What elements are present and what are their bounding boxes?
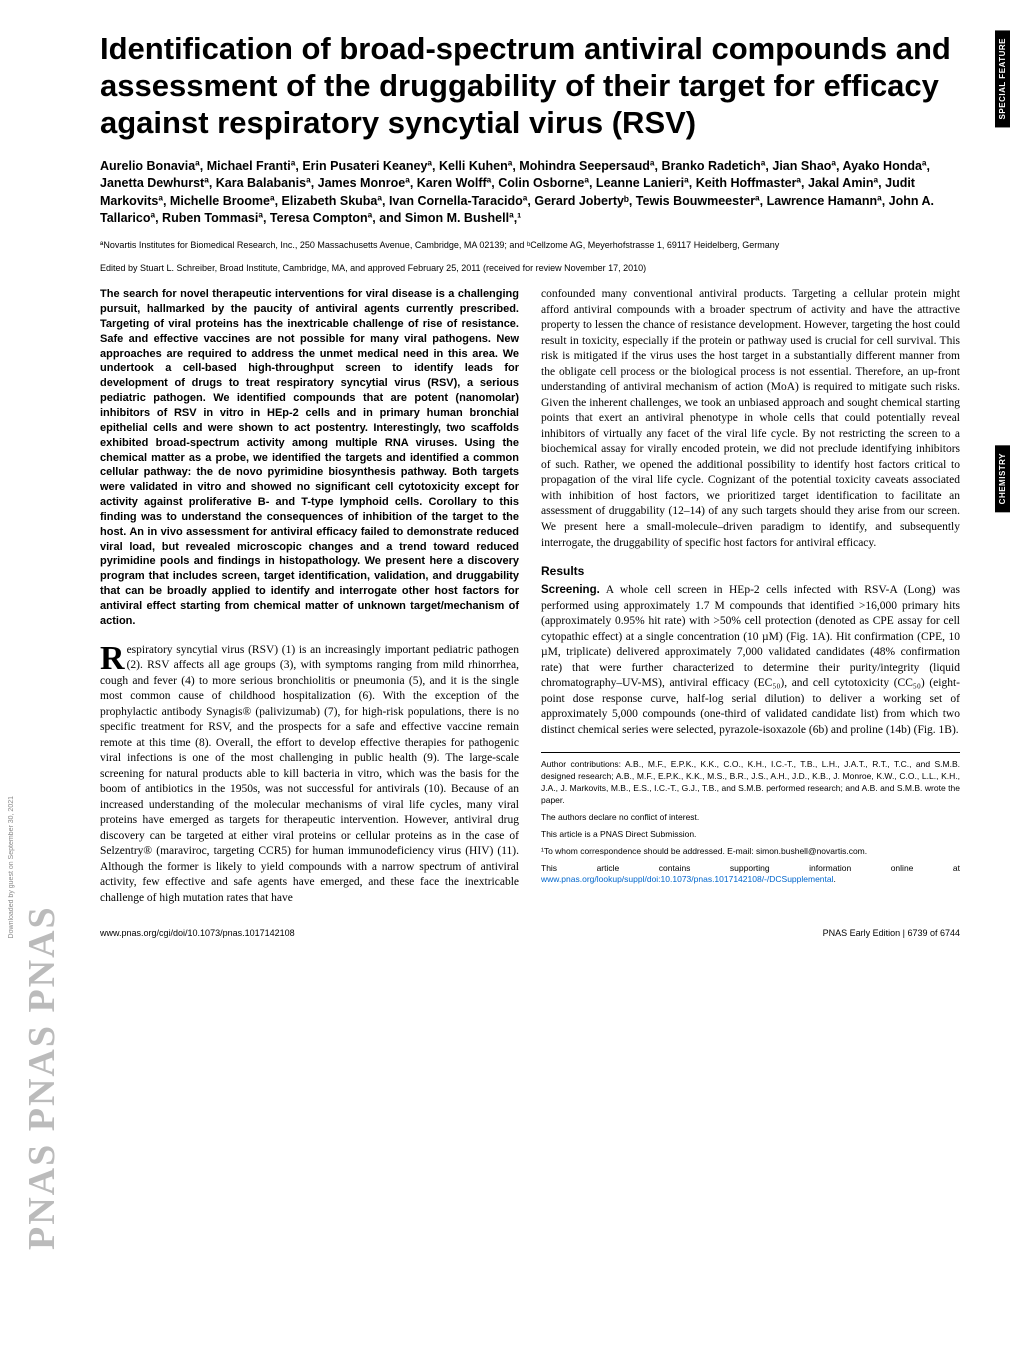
- screening-text: A whole cell screen in HEp-2 cells infec…: [541, 584, 960, 736]
- footnotes: Author contributions: A.B., M.F., E.P.K.…: [541, 752, 960, 886]
- page-footer: www.pnas.org/cgi/doi/10.1073/pnas.101714…: [100, 924, 960, 938]
- screening-paragraph: Screening. A whole cell screen in HEp-2 …: [541, 583, 960, 738]
- body-paragraph-1: Respiratory syncytial virus (RSV) (1) is…: [100, 643, 519, 907]
- screening-runin: Screening.: [541, 584, 600, 596]
- article-title: Identification of broad-spectrum antivir…: [100, 30, 960, 142]
- footnote-supporting: This article contains supporting informa…: [541, 863, 960, 887]
- two-column-layout: The search for novel therapeutic interve…: [100, 287, 960, 906]
- affiliations: ªNovartis Institutes for Biomedical Rese…: [100, 240, 960, 252]
- supporting-link[interactable]: www.pnas.org/lookup/suppl/doi:10.1073/pn…: [541, 874, 834, 884]
- results-heading: Results: [541, 563, 960, 579]
- right-column: confounded many conventional antiviral p…: [541, 287, 960, 906]
- edited-by: Edited by Stuart L. Schreiber, Broad Ins…: [100, 263, 960, 273]
- body-col2-para1: confounded many conventional antiviral p…: [541, 287, 960, 551]
- body-col1-text: espiratory syncytial virus (RSV) (1) is …: [100, 644, 519, 904]
- supporting-prefix: This article contains supporting informa…: [541, 863, 960, 873]
- footnote-conflict: The authors declare no conflict of inter…: [541, 812, 960, 824]
- footnote-submission: This article is a PNAS Direct Submission…: [541, 829, 960, 841]
- dropcap: R: [100, 643, 127, 674]
- abstract: The search for novel therapeutic interve…: [100, 287, 519, 628]
- footer-page-number: PNAS Early Edition | 6739 of 6744: [823, 928, 960, 938]
- left-column: The search for novel therapeutic interve…: [100, 287, 519, 906]
- author-list: Aurelio Bonaviaª, Michael Frantiª, Erin …: [100, 158, 960, 228]
- supporting-suffix: .: [834, 874, 836, 884]
- footer-doi: www.pnas.org/cgi/doi/10.1073/pnas.101714…: [100, 928, 295, 938]
- footnote-contributions: Author contributions: A.B., M.F., E.P.K.…: [541, 759, 960, 807]
- page-content: Identification of broad-spectrum antivir…: [0, 0, 1020, 968]
- footnote-correspondence: ¹To whom correspondence should be addres…: [541, 846, 960, 858]
